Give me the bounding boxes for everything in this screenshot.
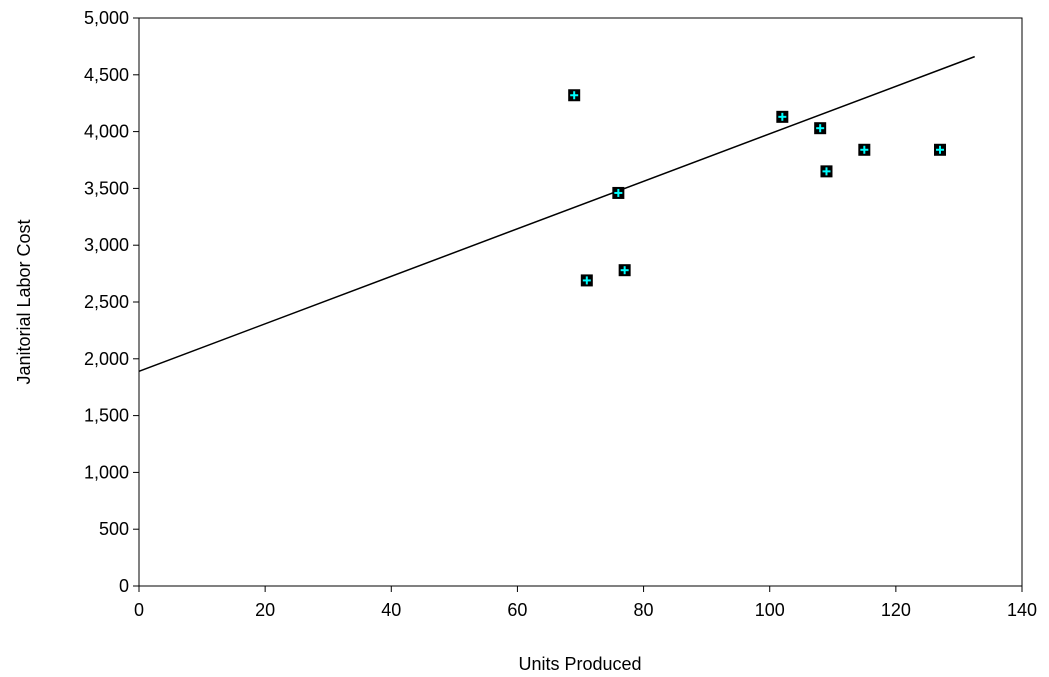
x-tick-label: 40	[381, 600, 401, 620]
data-point	[858, 143, 871, 156]
y-tick-label: 0	[119, 576, 129, 596]
x-tick-label: 140	[1007, 600, 1037, 620]
x-tick-label: 60	[507, 600, 527, 620]
data-point	[618, 264, 631, 277]
y-tick-label: 500	[99, 519, 129, 539]
data-points	[568, 89, 947, 287]
x-tick-label: 0	[134, 600, 144, 620]
x-tick-label: 100	[755, 600, 785, 620]
data-point	[776, 110, 789, 123]
y-axis: 0 500 1,000 1,500 2,000 2,500 3,000 3,500 4,000 4…	[84, 8, 139, 596]
x-tick-label: 120	[881, 600, 911, 620]
trendline	[138, 55, 975, 372]
y-tick-label: 1,500	[84, 406, 129, 426]
data-point	[820, 165, 833, 178]
x-tick-label: 20	[255, 600, 275, 620]
x-tick-label: 80	[634, 600, 654, 620]
y-tick-label: 1,000	[84, 462, 129, 482]
data-point	[580, 274, 593, 287]
y-tick-label: 2,000	[84, 349, 129, 369]
x-axis-title: Units Produced	[518, 654, 641, 674]
data-point	[612, 186, 625, 199]
y-tick-label: 3,000	[84, 235, 129, 255]
data-point	[568, 89, 581, 102]
data-point	[814, 122, 827, 135]
plot-area	[138, 17, 1023, 587]
data-point	[934, 143, 947, 156]
y-tick-label: 2,500	[84, 292, 129, 312]
y-tick-label: 4,500	[84, 65, 129, 85]
y-tick-label: 5,000	[84, 8, 129, 28]
y-tick-label: 3,500	[84, 178, 129, 198]
y-tick-label: 4,000	[84, 122, 129, 142]
y-axis-title: Janitorial Labor Cost	[14, 219, 34, 384]
x-axis: 0 20 40 60 80 100 120 140	[134, 586, 1037, 620]
